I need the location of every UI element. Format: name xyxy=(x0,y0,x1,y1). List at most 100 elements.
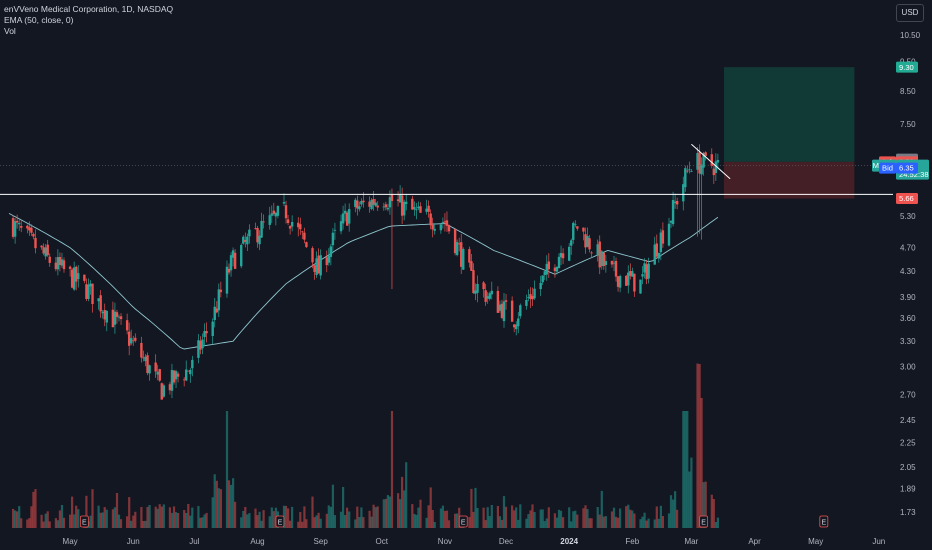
candle xyxy=(358,201,361,212)
volume-bar xyxy=(134,511,137,528)
candle xyxy=(669,220,673,228)
candle xyxy=(168,381,172,395)
candle xyxy=(83,274,86,284)
volume-bar xyxy=(289,520,292,528)
volume-bar xyxy=(199,517,202,528)
volume-bar xyxy=(18,506,21,528)
drawings[interactable] xyxy=(0,143,893,195)
volume-bar xyxy=(160,506,163,528)
ema-legend[interactable]: EMA (50, close, 0) xyxy=(4,15,74,25)
candle xyxy=(162,383,166,398)
volume-bar xyxy=(268,516,271,528)
candle xyxy=(54,257,58,272)
candle xyxy=(641,266,644,285)
candle xyxy=(331,228,335,254)
volume-bar xyxy=(303,506,306,528)
volume-bar xyxy=(172,506,176,528)
candle xyxy=(68,265,72,277)
volume-bar xyxy=(154,506,157,528)
candle xyxy=(225,260,229,298)
x-tick-label: Dec xyxy=(499,537,513,546)
volume-bar xyxy=(225,411,229,528)
volume-bar xyxy=(486,507,489,528)
volume-bar xyxy=(368,510,371,528)
candle xyxy=(643,258,646,279)
volume-bar xyxy=(130,520,133,528)
candle xyxy=(140,336,143,363)
candle xyxy=(661,222,665,248)
candle xyxy=(284,200,288,224)
candle xyxy=(482,280,485,298)
volume-bar xyxy=(617,517,620,528)
candle xyxy=(413,201,416,216)
volume-bar xyxy=(201,517,204,528)
position-tool[interactable] xyxy=(724,67,855,199)
volume-bar xyxy=(85,495,88,528)
volume-bar xyxy=(372,504,375,528)
candle xyxy=(60,252,64,268)
volume-bar xyxy=(500,519,504,528)
candle xyxy=(158,368,161,382)
candle xyxy=(345,210,349,226)
volume-bar xyxy=(311,496,314,528)
candle xyxy=(470,253,473,271)
volume-bar xyxy=(690,457,693,528)
candle xyxy=(246,233,249,252)
candle xyxy=(659,228,663,261)
candle xyxy=(215,301,218,314)
volume-bar xyxy=(346,507,349,528)
candle xyxy=(217,283,221,318)
candle xyxy=(629,263,632,280)
volume-bar xyxy=(60,505,64,528)
volume-bar xyxy=(42,521,45,528)
candle xyxy=(329,244,333,266)
earnings-marker-label: E xyxy=(461,520,466,527)
candle xyxy=(341,205,345,230)
currency-button[interactable]: USD xyxy=(896,4,924,22)
volume-legend[interactable]: Vol xyxy=(4,26,16,36)
candle xyxy=(496,286,500,313)
volume-bar xyxy=(541,509,544,528)
volume-bar xyxy=(657,518,660,528)
volume-bar xyxy=(319,518,322,528)
volume-bar xyxy=(301,521,304,528)
candle xyxy=(596,239,599,262)
volume-bar xyxy=(445,510,449,528)
x-tick-label: Feb xyxy=(625,537,639,546)
volume-bar xyxy=(144,520,147,528)
candle xyxy=(602,251,606,270)
volume-bar xyxy=(454,513,457,528)
volume-bar xyxy=(56,520,59,528)
candle xyxy=(612,256,616,272)
candle xyxy=(244,232,247,248)
volume-bar xyxy=(75,505,78,528)
candle xyxy=(600,249,603,270)
y-tick-label: 2.05 xyxy=(900,463,916,472)
volume-bar xyxy=(602,516,605,528)
y-tick-label: 2.25 xyxy=(900,438,916,447)
candle xyxy=(240,243,243,269)
candle xyxy=(311,246,314,269)
volume-bar xyxy=(105,509,108,528)
volume-bar xyxy=(570,521,573,528)
volume-bar xyxy=(227,480,231,528)
candle xyxy=(91,283,94,313)
candle xyxy=(370,197,373,211)
candle xyxy=(99,290,102,318)
volume-bar xyxy=(661,516,664,528)
volume-bar xyxy=(502,496,506,528)
symbol-title[interactable]: enVVeno Medical Corporation, 1D, NASDAQ xyxy=(4,4,174,14)
time-axis[interactable]: May Jun Jul Aug Sep Oct Nov Dec 2024 Feb Mar Apr May… xyxy=(63,537,886,546)
candle xyxy=(32,232,35,240)
candle xyxy=(639,279,642,294)
volume-bar xyxy=(177,513,180,528)
x-tick-label: Nov xyxy=(438,537,452,546)
volume-bar xyxy=(329,506,332,528)
candle xyxy=(15,214,19,229)
bid-label: Bid xyxy=(882,164,893,173)
volume-bar xyxy=(447,520,451,528)
candle xyxy=(313,265,316,280)
y-tick-label: 4.30 xyxy=(900,267,916,276)
